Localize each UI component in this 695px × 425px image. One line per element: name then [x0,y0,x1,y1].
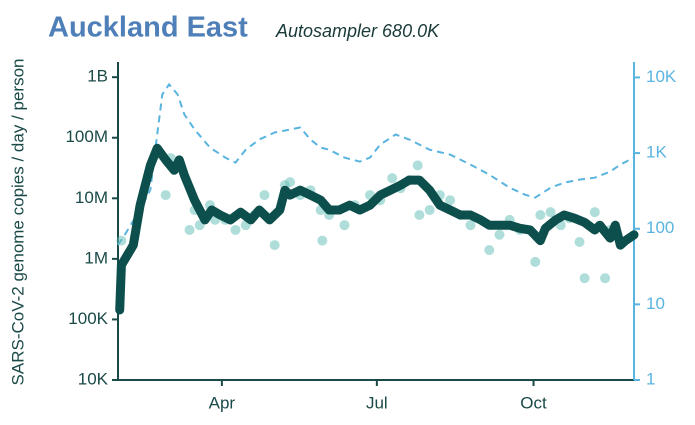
data-point [465,220,476,231]
y2-tick-label: 10K [646,67,677,86]
data-point [116,235,127,246]
data-point [545,207,556,218]
data-point [574,236,585,247]
trend-line [115,143,639,315]
y2-tick-label: 100 [646,218,674,237]
data-point [535,209,546,220]
data-point [269,240,280,251]
data-point [160,190,171,201]
y-tick-label: 100K [68,309,108,328]
y2-tick-label: 1K [646,143,667,162]
y2-tick-label: 10 [646,294,665,313]
data-point [184,224,195,235]
data-point [317,235,328,246]
y-tick-label: 1B [87,67,108,86]
chart-subtitle: Autosampler 680.0K [275,21,440,41]
data-point [412,160,423,171]
dashed-line [117,82,635,246]
y-tick-label: 10K [78,369,109,388]
data-point [230,224,241,235]
x-tick-label: Jul [366,393,388,412]
data-point [259,190,270,201]
data-point [589,207,600,218]
data-point [579,273,590,284]
data-point [600,273,611,284]
x-tick-label: Apr [209,393,236,412]
y2-tick-label: 1 [646,369,655,388]
data-point [445,195,456,206]
data-point [530,256,541,267]
data-point [339,220,350,231]
y-tick-label: 10M [75,188,108,207]
data-point [424,205,435,216]
data-point [387,173,398,184]
chart-title: Auckland East [48,12,248,44]
y-tick-label: 100M [65,127,108,146]
data-point [494,229,505,240]
y-tick-label: 1M [84,248,108,267]
data-point [414,209,425,220]
y-axis-label: SARS-CoV-2 genome copies / day / person [8,59,27,386]
data-point [484,245,495,256]
data-point [285,177,295,188]
x-tick-label: Oct [520,393,547,412]
